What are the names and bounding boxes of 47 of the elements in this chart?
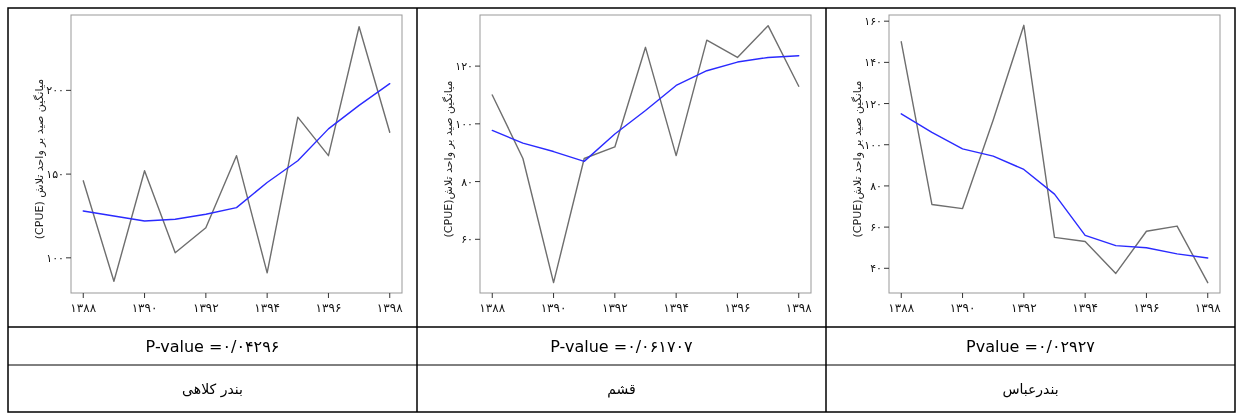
y-tick-label: ۱۰۰	[864, 138, 882, 152]
y-tick-label: ۱۰۰	[46, 251, 64, 265]
x-tick-label: ۱۳۹۲	[1010, 301, 1037, 315]
y-tick-label: ۱۴۰	[864, 56, 882, 70]
line-series	[491, 55, 800, 163]
text: بندر کلاهی	[182, 381, 243, 398]
y-axis-title: میانگین صید بر واحد تلاش(CPUE)	[442, 80, 455, 238]
x-tick-label: ۱۳۹۸	[785, 301, 813, 315]
x-tick-label: ۱۳۹۴	[254, 301, 281, 315]
y-tick-label: ۱۰۰	[455, 117, 473, 131]
text: P-value =۰/۰۴۲۹۶	[145, 337, 280, 356]
x-tick-label: ۱۳۹۶	[1133, 301, 1160, 315]
y-tick-label: ۴۰	[870, 262, 882, 276]
text: بندرعباس	[1002, 381, 1059, 398]
y-tick-label: ۲۰۰	[46, 84, 64, 98]
x-tick-label: ۱۳۹۲	[192, 301, 219, 315]
x-tick-label: ۱۳۹۶	[315, 301, 342, 315]
x-tick-label: ۱۳۸۸	[70, 301, 97, 315]
x-tick-label: ۱۳۹۴	[1072, 301, 1099, 315]
y-tick-label: ۱۶۰	[864, 15, 882, 29]
line-series	[900, 24, 1209, 284]
y-tick-label: ۶۰	[461, 233, 473, 247]
x-tick-label: ۱۳۹۰	[131, 301, 158, 315]
y-tick-label: ۸۰	[461, 175, 473, 189]
line-series	[82, 26, 391, 282]
line-series	[491, 24, 800, 284]
y-tick-label: ۱۲۰	[455, 60, 473, 74]
text: Pvalue =۰/۰۲۹۲۷	[966, 337, 1096, 356]
y-tick-label: ۶۰	[870, 221, 882, 235]
y-axis-title: میانگین صید بر واحد تلاش(CPUE)	[851, 80, 864, 238]
x-tick-label: ۱۳۹۶	[724, 301, 751, 315]
x-tick-label: ۱۳۸۸	[479, 301, 506, 315]
x-tick-label: ۱۳۹۰	[540, 301, 567, 315]
y-tick-label: ۱۵۰	[46, 168, 64, 182]
x-tick-label: ۱۳۸۸	[888, 301, 915, 315]
line-series	[82, 82, 391, 222]
x-tick-label: ۱۳۹۰	[949, 301, 976, 315]
y-tick-label: ۸۰	[870, 179, 882, 193]
text: P-value =۰/۰۶۱۷۰۷	[550, 337, 694, 356]
x-tick-label: ۱۳۹۴	[663, 301, 690, 315]
y-axis-title: میانگین صید بر واحد تلاش (CPUE)	[33, 78, 46, 240]
y-tick-label: ۱۲۰	[864, 97, 882, 111]
x-tick-label: ۱۳۹۲	[601, 301, 628, 315]
line-series	[900, 113, 1209, 259]
x-tick-label: ۱۳۹۸	[1194, 301, 1222, 315]
x-tick-label: ۱۳۹۸	[376, 301, 404, 315]
text: قشم	[607, 381, 636, 398]
